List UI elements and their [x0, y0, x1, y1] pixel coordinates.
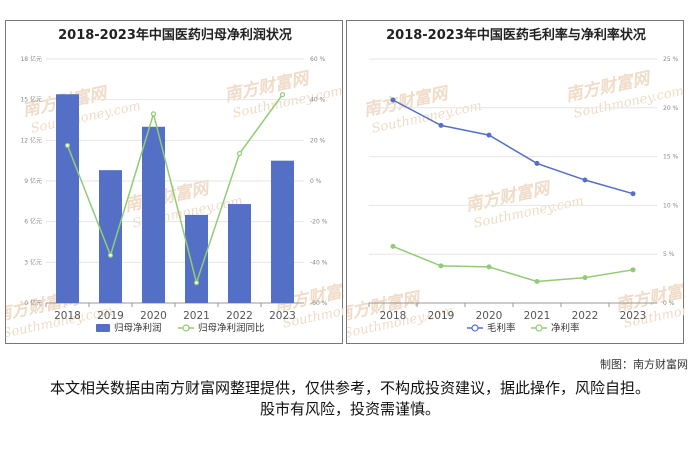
- bar-2021: [185, 214, 208, 303]
- y-right-tick: -40 %: [310, 259, 328, 266]
- y-right-tick: 15 %: [663, 154, 679, 161]
- x-tick-label: 2022: [572, 310, 599, 322]
- yoy-point-2018: [64, 142, 71, 149]
- y-right-tick: 40 %: [310, 97, 326, 104]
- series-1-point-2020: [486, 264, 492, 270]
- net-profit-chart: 南方财富网Southmoney.com南方财富网Southmoney.com南方…: [6, 27, 344, 342]
- y-right-tick: 20 %: [663, 105, 679, 112]
- series-0-point-2023: [630, 191, 636, 197]
- legend-bar-swatch: [96, 324, 110, 332]
- y-right-tick: 25 %: [663, 56, 679, 63]
- series-line-1: [392, 245, 634, 283]
- legend-marker-0: [471, 324, 479, 332]
- x-tick-label: 2019: [428, 310, 455, 322]
- x-tick-label: 2023: [269, 310, 296, 322]
- x-tick-label: 2020: [476, 310, 503, 322]
- y-left-tick: 15 亿元: [20, 96, 42, 104]
- y-left-tick: 0 亿元: [24, 299, 42, 307]
- x-tick-label: 2021: [183, 310, 210, 322]
- y-left-tick: 6 亿元: [24, 218, 42, 226]
- series-line-0: [392, 99, 634, 195]
- yoy-point-2020: [150, 111, 157, 117]
- chart-panel-margins: 南方财富网 Southmoney.com 南方财富网 Southmoney.com 南方…: [346, 20, 685, 344]
- y-right-tick: -60 %: [310, 300, 328, 307]
- x-tick-label: 2018: [380, 310, 407, 322]
- series-0-point-2021: [534, 160, 540, 166]
- series-1-point-2018: [390, 243, 396, 249]
- chart-title: 2018-2023年中国医药毛利率与净利率状况: [386, 27, 646, 43]
- x-tick-label: 2019: [97, 310, 124, 322]
- y-left-tick: 9 亿元: [24, 177, 42, 185]
- watermark: 南方财富网Southmoney.com南方财富网Southmoney.com南方…: [347, 68, 685, 342]
- legend-bar-label: 归母净利润: [114, 322, 162, 334]
- x-tick-label: 2022: [226, 310, 253, 322]
- legend-label-1: 净利率: [551, 322, 580, 334]
- yoy-point-2019: [107, 252, 114, 258]
- x-tick-label: 2020: [140, 310, 167, 322]
- y-right-tick: 20 %: [310, 137, 326, 144]
- series-0-point-2019: [438, 122, 444, 128]
- bar-2020: [142, 126, 165, 304]
- y-right-tick: -20 %: [310, 219, 328, 226]
- y-right-tick: 10 %: [663, 202, 679, 209]
- x-tick-label: 2023: [620, 310, 647, 322]
- series-1-point-2022: [582, 275, 588, 281]
- bar-2023: [271, 160, 294, 303]
- y-left-tick: 18 亿元: [20, 55, 42, 63]
- series-0-point-2022: [582, 177, 588, 183]
- y-right-tick: 60 %: [310, 56, 326, 63]
- legend-marker-1: [535, 324, 543, 332]
- legend-label-0: 毛利率: [487, 322, 516, 334]
- y-left-tick: 3 亿元: [24, 258, 42, 266]
- disclaimer-text: 本文相关数据由南方财富网整理提供，仅供参考，不构成投资建议，据此操作，风险自担。…: [50, 379, 651, 418]
- yoy-point-2023: [279, 91, 286, 98]
- series-1-point-2023: [630, 267, 636, 273]
- x-tick-label: 2018: [54, 310, 81, 322]
- margin-chart: 南方财富网Southmoney.com南方财富网Southmoney.com南方…: [347, 27, 685, 342]
- y-right-tick: 5 %: [663, 251, 675, 258]
- yoy-point-2021: [193, 280, 200, 286]
- legend-line-marker: [182, 324, 190, 332]
- chart-panel-net-profit: 南方财富网Southmoney.com南方财富网Southmoney.com南方…: [5, 20, 344, 344]
- yoy-line: [66, 94, 284, 286]
- bar-2019: [99, 170, 122, 303]
- chart-title: 2018-2023年中国医药归母净利润状况: [58, 27, 292, 43]
- series-1-point-2019: [438, 263, 444, 269]
- y-left-tick: 12 亿元: [20, 136, 42, 144]
- x-tick-label: 2021: [524, 310, 551, 322]
- yoy-point-2022: [236, 150, 243, 157]
- y-right-tick: 0 %: [663, 300, 675, 307]
- series-0-point-2020: [486, 132, 492, 138]
- legend-line-label: 归母净利润同比: [198, 322, 265, 334]
- y-right-tick: 0 %: [310, 178, 322, 185]
- series-1-point-2021: [534, 279, 540, 285]
- bar-2018: [56, 94, 79, 303]
- series-0-point-2018: [390, 97, 396, 103]
- chart-credit: 制图：南方财富网: [600, 358, 688, 371]
- bar-2022: [228, 204, 251, 303]
